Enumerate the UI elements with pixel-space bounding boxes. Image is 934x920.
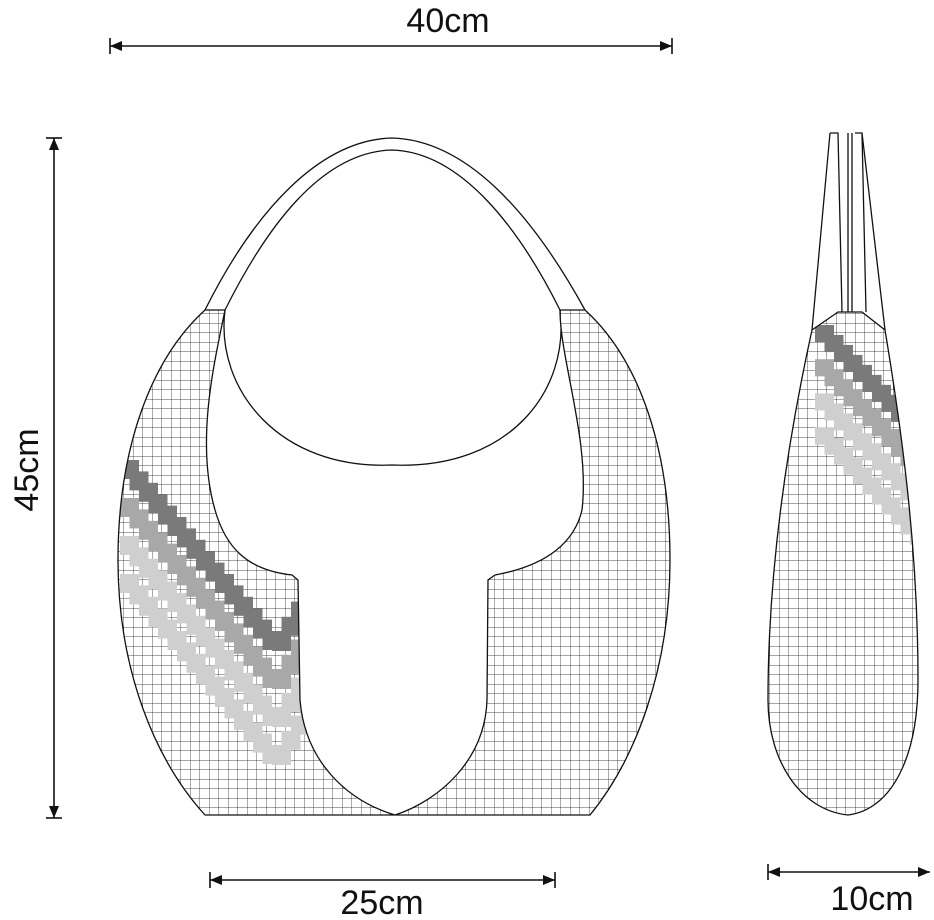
stripe-cell [281, 654, 301, 674]
bag-front-body-outline [117, 309, 671, 816]
stripe-cell [272, 632, 291, 651]
stripe-cell [310, 571, 329, 591]
dimension-side-width: 10cm [767, 864, 930, 918]
dimension-label-top-width: 40cm [406, 2, 489, 40]
bag-side-grid [768, 312, 934, 815]
bag-side-body-outline [767, 311, 919, 816]
stripe-cell [900, 483, 918, 501]
stripe-cell [281, 616, 301, 636]
bag-handle-outer [204, 137, 586, 311]
stripe-cell [272, 708, 291, 727]
stripe-cell [291, 601, 310, 621]
stripe-cell [300, 700, 320, 720]
bag-side-view [767, 132, 934, 816]
stripe-cell [300, 662, 320, 682]
stripe-cell [281, 730, 301, 750]
bag-handle-inner [224, 149, 561, 311]
dimension-top-width: 40cm [109, 2, 673, 54]
stripe-cell [310, 609, 329, 629]
dimension-base-width: 25cm [209, 872, 556, 920]
stripe-cell [920, 435, 934, 452]
stripe-cell [310, 685, 329, 705]
dimension-label-height: 45cm [8, 428, 46, 511]
dimension-label-base-width: 25cm [340, 884, 423, 920]
bag-front-view [117, 137, 671, 816]
stripe-cell [900, 414, 918, 432]
dimension-label-side-width: 10cm [830, 880, 913, 918]
stripe-cell [891, 404, 910, 422]
stripe-cell [910, 458, 918, 477]
stripe-cell [920, 503, 934, 520]
stripe-cell [910, 493, 918, 511]
stripe-cell [272, 746, 291, 765]
stripe-cell [291, 639, 310, 659]
stripe-cell [272, 670, 291, 689]
stripe-cell [300, 586, 320, 606]
dimension-height: 45cm [8, 137, 62, 819]
stripe-cell [310, 647, 329, 667]
stripe-cell [281, 692, 301, 712]
bag-opening [223, 309, 562, 466]
bag-side-strap [811, 132, 886, 331]
bag-front-grid [118, 310, 670, 815]
stripe-cell [920, 537, 934, 554]
stripe-cell [910, 424, 918, 442]
stripe-cell [920, 469, 934, 486]
stripe-cell [300, 624, 320, 644]
